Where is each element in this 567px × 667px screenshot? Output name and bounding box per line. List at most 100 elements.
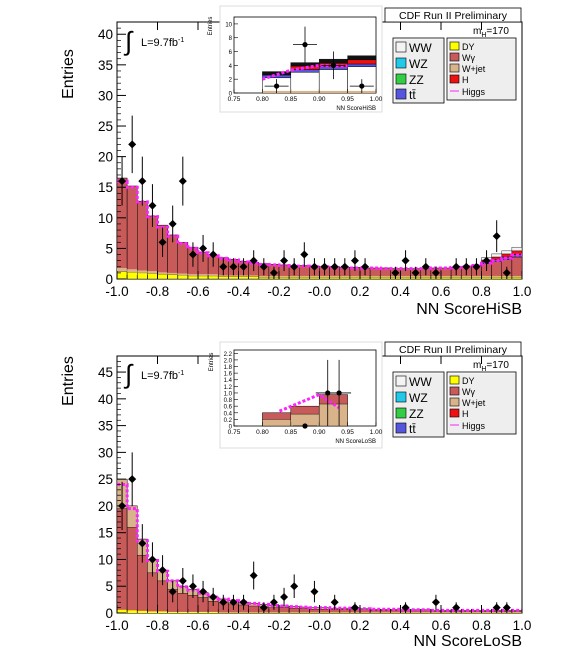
legend-swatch-ww [395,375,407,387]
stack-bar-dy [147,273,158,280]
data-point [310,580,319,603]
x-axis-title-losb: NN ScoreLoSB [414,633,523,650]
data-marker [219,262,228,271]
legend-swatch-tt [395,88,407,100]
stack-bar-wjet [177,273,188,276]
panel-hisb: -1.0 -0.8 -0.6 -0.4 -0.2 -0.0 0.2 0.4 0.6 0.8 1.0 … [60,5,532,318]
inset-y-tick-label: 2.2 [224,352,233,358]
legend-label-dy: DY [462,42,475,52]
stack-bar-dy [258,276,270,280]
data-point [452,602,461,613]
data-marker [431,268,440,277]
lumi-label-losb: ∫ L=9.7fb-1 [123,359,184,389]
data-point [300,242,309,267]
x-tick-label: -0.6 [186,618,209,633]
data-marker [188,582,197,591]
x-tick-label: 1.0 [513,284,532,299]
data-point [350,250,359,272]
legend-label-wz: WZ [409,57,428,71]
stack-bar-dy [511,276,523,280]
data-point [158,227,167,257]
stack-bar-dy [360,612,371,613]
stack-bar-dy [228,276,239,280]
inset-data-marker [302,423,308,429]
stack-bar-wjet [157,272,168,275]
inset-y-tick-label: 1.2 [224,385,233,391]
data-marker [330,598,339,607]
inset-x-tick-label: 0.90 [313,429,326,436]
stack-bar-dy [137,610,148,613]
y-tick-label: 35 [98,58,113,73]
inset-bar-tt [290,69,320,73]
stack-bar-dy [218,612,229,613]
legend-label-wjet: W+jet [462,64,486,74]
x-tick-label: -1.0 [105,618,128,633]
data-point [259,602,268,613]
x-tick-label: -1.0 [105,284,128,299]
inset-data-points-losb [293,359,352,429]
x-tick-label: 0.4 [391,618,410,633]
y-axis-title-hisb: Entries [60,49,77,99]
inset-hisb: 0.75 0.80 0.85 0.90 0.95 1.00 0 2 4 6 8 10 Entries… [208,5,383,113]
legend-swatch-wgamma [449,52,460,62]
legend-swatch-wz [395,391,407,403]
data-marker [138,177,147,186]
stack-bar-dy [177,611,188,613]
x-axis-title-hisb: NN ScoreHiSB [416,301,522,318]
stack-bar-dy [430,612,441,613]
inset-y-title-losb: Entries [209,353,215,372]
data-marker [431,598,440,607]
stack-bar-dy [157,611,168,613]
stack-bar-dy [511,612,522,613]
inset-data-points-hisb [264,26,374,93]
inset-y-tick-label: 4 [229,64,233,70]
main-plot-losb: -1.0 -0.8 -0.6 -0.4 -0.2 -0.0 0.2 0.4 0.6 0.8 1.0 … [60,355,531,650]
stack-bar-dy [248,612,259,613]
stack-bar-dy [390,612,401,613]
stack-bar-dy [481,276,492,280]
y-tick-label: 15 [98,526,113,541]
data-marker [492,232,501,241]
data-point [391,266,400,279]
stack-bar-dy [441,612,452,613]
data-point [411,266,420,279]
stack-bar-wjet [461,275,472,278]
y-tick-label: 20 [98,499,113,514]
data-marker [229,262,238,271]
inset-data-point [321,51,346,80]
x-tick-label: -0.8 [146,618,169,633]
data-point [219,258,228,276]
data-marker [269,598,278,607]
inset-data-marker [359,83,365,89]
stack-bar-wjet [380,275,391,278]
data-marker [259,262,268,271]
data-marker [128,140,137,149]
data-point [431,594,440,610]
data-marker [239,262,248,271]
inset-y-tick-label: 2 [229,78,233,84]
data-point [340,258,349,276]
stack-bar-wjet [228,275,239,277]
data-point [249,561,258,590]
data-marker [280,256,289,265]
stack-bar-wjet [451,275,462,278]
inset-data-point [349,79,374,93]
data-point [168,205,177,243]
data-marker [249,256,258,265]
data-point [229,258,238,276]
experiment-box-hisb [384,7,522,23]
data-marker [168,219,177,228]
y-axis-title-losb: Entries [60,356,77,406]
data-point [209,587,218,607]
y-tick-label: 45 [98,365,113,380]
legend-label-wz: WZ [409,391,428,405]
stack-bar-wjet [147,271,158,274]
higgs-line-losb [117,483,522,612]
data-marker [209,592,218,601]
y-tick-label: 25 [98,472,113,487]
data-point [229,594,238,610]
data-marker [290,262,299,271]
inset-y-tick-label: 0.6 [224,405,233,411]
data-point [492,602,501,613]
data-point [128,452,137,506]
